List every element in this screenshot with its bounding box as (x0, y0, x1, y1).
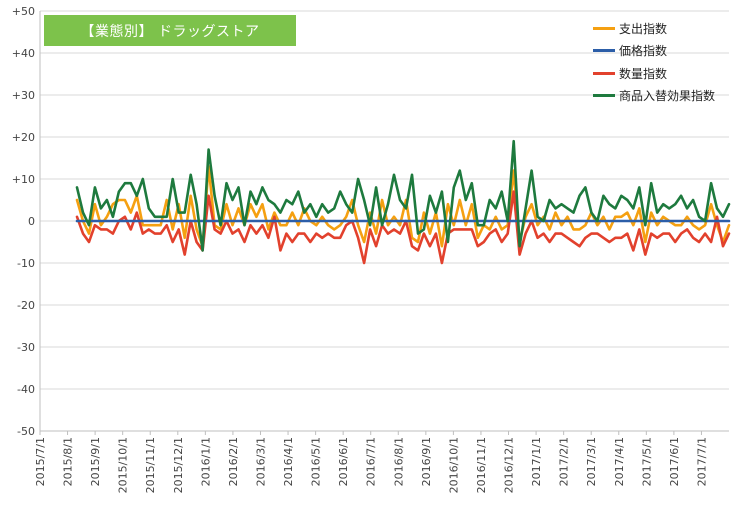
x-tick-label: 2017/1/1 (530, 437, 543, 486)
y-tick-label: -10 (17, 257, 35, 270)
series-line-0 (75, 165, 731, 248)
x-tick-label: 2017/2/1 (558, 437, 571, 486)
legend: 支出指数価格指数数量指数商品入替効果指数 (593, 17, 715, 107)
y-tick-label: +10 (12, 173, 35, 186)
legend-label: 商品入替効果指数 (619, 89, 716, 104)
x-tick-labels: 2015/7/1 2015/8/1 2015/9/1 2015/10/1 2015/11… (34, 431, 708, 493)
x-tick-label: 2017/3/1 (585, 437, 598, 486)
x-tick-label: 2016/11/1 (475, 437, 488, 493)
x-tick-label: 2017/6/1 (668, 437, 681, 486)
legend-label: 数量指数 (619, 66, 668, 81)
x-tick-label: 2016/10/1 (447, 437, 460, 493)
series-lines (75, 139, 731, 265)
x-tick-label: 2016/8/1 (392, 437, 405, 486)
x-tick-label: 2016/3/1 (254, 437, 267, 486)
x-tick-label: 2017/4/1 (613, 437, 626, 486)
legend-item: 価格指数 (593, 40, 715, 63)
x-tick-label: 2016/2/1 (227, 437, 240, 486)
y-tick-label: +30 (12, 89, 35, 102)
x-tick-label: 2016/5/1 (310, 437, 323, 486)
legend-item: 数量指数 (593, 62, 715, 85)
x-tick-label: 2016/9/1 (420, 437, 433, 486)
x-tick-label: 2015/10/1 (117, 437, 130, 493)
y-tick-label: -40 (17, 383, 35, 396)
legend-label: 支出指数 (619, 21, 668, 36)
x-tick-label: 2016/6/1 (337, 437, 350, 486)
y-tick-label: +40 (12, 47, 35, 60)
x-tick-label: 2017/5/1 (640, 437, 653, 486)
x-tick-label: 2015/7/1 (34, 437, 47, 486)
x-tick-label: 2017/7/1 (695, 437, 708, 486)
y-tick-labels: +50 +40 +30 +20 +10 0 -10 -20 -30 -40 -50 (12, 5, 35, 438)
legend-swatch (593, 94, 615, 98)
x-tick-label: 2016/12/1 (503, 437, 516, 493)
y-tick-label: +20 (12, 131, 35, 144)
x-tick-label: 2015/9/1 (89, 437, 102, 486)
legend-item: 支出指数 (593, 17, 715, 40)
x-tick-label: 2015/12/1 (172, 437, 185, 493)
x-tick-label: 2016/4/1 (282, 437, 295, 486)
x-tick-label: 2015/8/1 (62, 437, 75, 486)
y-tick-label: -30 (17, 341, 35, 354)
y-tick-label: 0 (28, 215, 35, 228)
legend-swatch (593, 49, 615, 53)
x-tick-label: 2016/7/1 (365, 437, 378, 486)
y-tick-label: +50 (12, 5, 35, 18)
legend-item: 商品入替効果指数 (593, 85, 715, 108)
legend-label: 価格指数 (619, 44, 668, 59)
series-line-2 (75, 190, 731, 265)
y-tick-label: -50 (17, 425, 35, 438)
y-tick-label: -20 (17, 299, 35, 312)
legend-swatch (593, 26, 615, 30)
legend-swatch (593, 71, 615, 75)
series-line-3 (75, 139, 731, 252)
x-tick-label: 2016/1/1 (199, 437, 212, 486)
chart-title: 【業態別】 ドラッグストア (44, 15, 296, 46)
x-tick-label: 2015/11/1 (144, 437, 157, 493)
